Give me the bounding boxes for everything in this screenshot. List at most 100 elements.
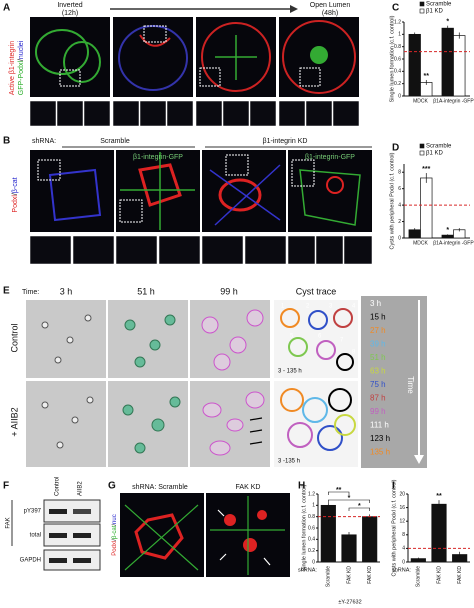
significance: * [446, 19, 449, 26]
trace-range: 3 -135 h [278, 459, 300, 465]
y-axis-label: Cysts with peripheral Podxl (c.f. contro… [391, 479, 397, 576]
panel-label: C [392, 3, 399, 14]
band-label: total [30, 533, 41, 539]
y-tick-label: 8 [402, 532, 405, 538]
y-tick-label: 0.2 [394, 81, 401, 87]
side-label: / [112, 539, 118, 541]
time-point: 123 h [370, 434, 390, 443]
panel-label: B [3, 136, 10, 147]
bar [453, 35, 466, 97]
panel-label: D [392, 143, 399, 154]
lane-label: AIIB2 [78, 481, 84, 496]
legend-swatch [419, 8, 425, 14]
side-label: / [18, 59, 25, 61]
micrographs-b [29, 150, 373, 265]
side-label: Podxl/β-cat [12, 177, 19, 212]
significance: * [348, 495, 351, 502]
legend-swatch [419, 1, 425, 7]
legend-label: Scramble [426, 144, 452, 150]
time-point: 111 h [370, 421, 389, 430]
side-label: β-cat [12, 177, 19, 193]
y-tick-label: 0.4 [308, 537, 315, 543]
time-list: 3 h 15 h 27 h 39 h 51 h 63 h 75 h 87 h 99 h 111 h… [370, 299, 390, 457]
group-label: Scramble [100, 138, 130, 145]
gfp-label: β1-integrin-GFP [133, 154, 183, 161]
y-tick-label: 0.6 [394, 56, 401, 62]
trace-number: 5 [290, 334, 294, 340]
side-label: Podxl [112, 541, 118, 556]
bracket [328, 499, 370, 503]
column-label: 99 h [220, 286, 238, 296]
significance: *** [422, 166, 430, 173]
time-point: 3 h [370, 299, 381, 308]
y-tick-label: 0.8 [308, 514, 315, 520]
legend-label: Scramble [426, 2, 452, 8]
time-point: 51 h [370, 353, 386, 362]
significance: ** [336, 487, 342, 494]
x-tick-label: FAK KD [346, 566, 352, 584]
bracket [348, 507, 370, 511]
time-point: 135 h [370, 448, 390, 457]
band-label: GAPDH [20, 558, 41, 564]
x-tick-label: Scramble [416, 566, 422, 587]
bar [341, 534, 357, 563]
time-point: 87 h [370, 394, 386, 403]
trace-number: 1 [281, 304, 285, 310]
y-tick-label: 1.2 [308, 491, 315, 497]
y-tick-label: 0 [402, 559, 405, 565]
significance: ** [424, 73, 430, 80]
side-label: GFP-Podxl [18, 61, 25, 96]
x-tick-label: FAK KD [436, 566, 442, 584]
title: (12h) [62, 10, 78, 17]
lane-label: Control [55, 477, 61, 496]
y-tick-label: 0 [312, 559, 315, 565]
y-tick-label: 1 [398, 32, 401, 38]
time-point: 99 h [370, 407, 386, 416]
legend-label: β1 KD [426, 151, 443, 157]
time-point: 75 h [370, 380, 386, 389]
gfp-label: β1-integrin-GFP [305, 154, 355, 161]
legend-swatch [419, 150, 425, 156]
y-tick-label: 4 [402, 546, 405, 552]
x-tick-label: Scramble [326, 566, 332, 587]
column-label: 51 h [137, 286, 155, 296]
y-tick-label: 4 [398, 202, 401, 208]
row-label: shRNA: [32, 138, 56, 145]
column-label: Cyst trace [296, 286, 337, 296]
panel-label: E [3, 286, 10, 297]
trace-range: 3 - 135 h [278, 369, 302, 375]
time-point: 15 h [370, 313, 386, 322]
y-tick-label: 1.2 [394, 19, 401, 25]
significance: ** [436, 493, 442, 500]
time-point: 63 h [370, 367, 386, 376]
group-label: FAK KD [236, 484, 261, 491]
y-tick-label: 8 [398, 170, 401, 176]
trace-number: 7 [340, 338, 344, 344]
time-point: 27 h [370, 326, 386, 335]
y-tick-label: 12 [399, 519, 405, 525]
side-label: Podxl [12, 195, 19, 213]
column-label: 3 h [60, 286, 73, 296]
row-label: shRNA: [392, 567, 411, 573]
significance: * [446, 227, 449, 234]
x-tick-label: β1A-integrin -GFP [433, 240, 474, 246]
title: (48h) [322, 10, 338, 17]
trace-number: 2 [306, 304, 310, 310]
side-label: / [112, 524, 118, 526]
side-label: nuc [112, 514, 118, 524]
side-label: / [12, 193, 19, 195]
micrographs-g [120, 493, 290, 577]
x-tick-label: β1A-integrin -GFP [433, 98, 474, 104]
panel-label: H [298, 481, 305, 492]
y-tick-label: 1 [312, 503, 315, 509]
bar [441, 27, 454, 97]
significance: * [358, 503, 361, 510]
bar [420, 177, 433, 239]
panel-label: I [392, 481, 395, 492]
band-label: pY397 [24, 509, 42, 515]
x-tick-label: MDCK [413, 240, 428, 246]
bar [320, 504, 336, 563]
row-label: shRNA: [298, 567, 317, 573]
footnote: ±Y-27632 [338, 599, 361, 605]
side-label: β-cat [112, 525, 118, 539]
